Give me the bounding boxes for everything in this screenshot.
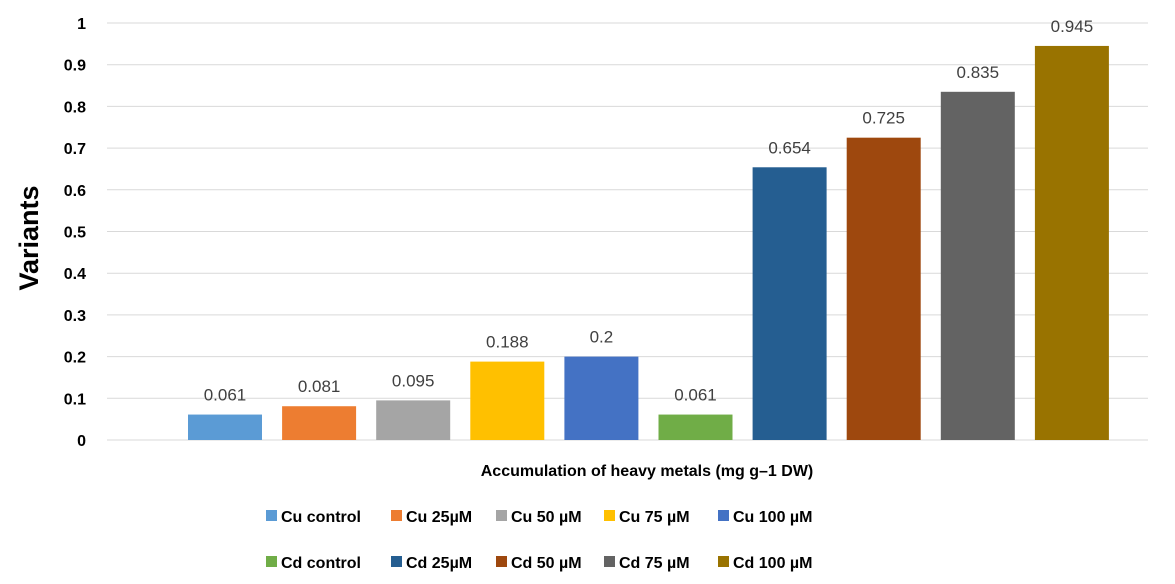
bar [282,406,357,440]
legend-swatch [604,510,615,521]
data-label: 0.725 [862,109,905,128]
data-label: 0.945 [1051,17,1094,36]
legend-swatch [266,510,277,521]
y-tick-label: 0.7 [64,141,86,158]
y-tick-label: 0.5 [64,225,86,242]
legend-swatch [718,556,729,567]
x-axis-label: Accumulation of heavy metals (mg g–1 DW) [481,463,814,480]
legend-label: Cu control [281,509,361,526]
bar [940,91,1015,441]
legend-label: Cu 50 µM [511,509,582,526]
y-tick-label: 0.9 [64,58,86,75]
bar [658,414,733,440]
data-label: 0.061 [204,386,247,405]
legend-label: Cd 75 µM [619,555,690,572]
bar [376,400,451,440]
legend-swatch [604,556,615,567]
bar [846,137,921,441]
legend: Cu control Cu 25µM Cu 50 µM Cu 75 µM Cu 100 … [266,509,812,572]
bars [188,45,1109,441]
data-label: 0.188 [486,333,529,352]
y-tick-label: 0 [77,433,86,450]
data-labels: 0.061 0.081 0.095 0.188 0.2 0.061 0.654 0.725 0.… [204,17,1093,405]
y-axis-label: Variants [14,185,44,290]
y-tick-label: 0.1 [64,391,86,408]
legend-swatch [496,556,507,567]
data-label: 0.095 [392,371,435,390]
y-tick-label: 1 [77,16,86,33]
legend-label: Cd 25µM [406,555,472,572]
bar [188,414,262,440]
legend-label: Cu 75 µM [619,509,690,526]
y-tick-label: 0.6 [64,183,86,200]
y-axis-ticks: 0 0.1 0.2 0.3 0.4 0.5 0.6 0.7 0.8 0.9 1 [64,16,86,450]
legend-swatch [718,510,729,521]
legend-label: Cd control [281,555,361,572]
bar [752,167,827,441]
legend-swatch [266,556,277,567]
y-tick-label: 0.3 [64,308,86,325]
legend-swatch [496,510,507,521]
data-label: 0.061 [674,386,717,405]
bar [1034,45,1109,441]
legend-swatch [391,556,402,567]
data-label: 0.654 [768,138,811,157]
y-tick-label: 0.8 [64,99,86,116]
bar [470,361,545,440]
y-tick-label: 0.4 [64,266,86,283]
legend-label: Cu 25µM [406,509,472,526]
legend-label: Cd 100 µM [733,555,812,572]
data-label: 0.2 [590,328,614,347]
legend-swatch [391,510,402,521]
legend-label: Cu 100 µM [733,509,812,526]
legend-label: Cd 50 µM [511,555,582,572]
gridlines [107,22,1148,441]
data-label: 0.081 [298,377,341,396]
data-label: 0.835 [957,63,1000,82]
y-tick-label: 0.2 [64,350,86,367]
bar [564,356,639,440]
